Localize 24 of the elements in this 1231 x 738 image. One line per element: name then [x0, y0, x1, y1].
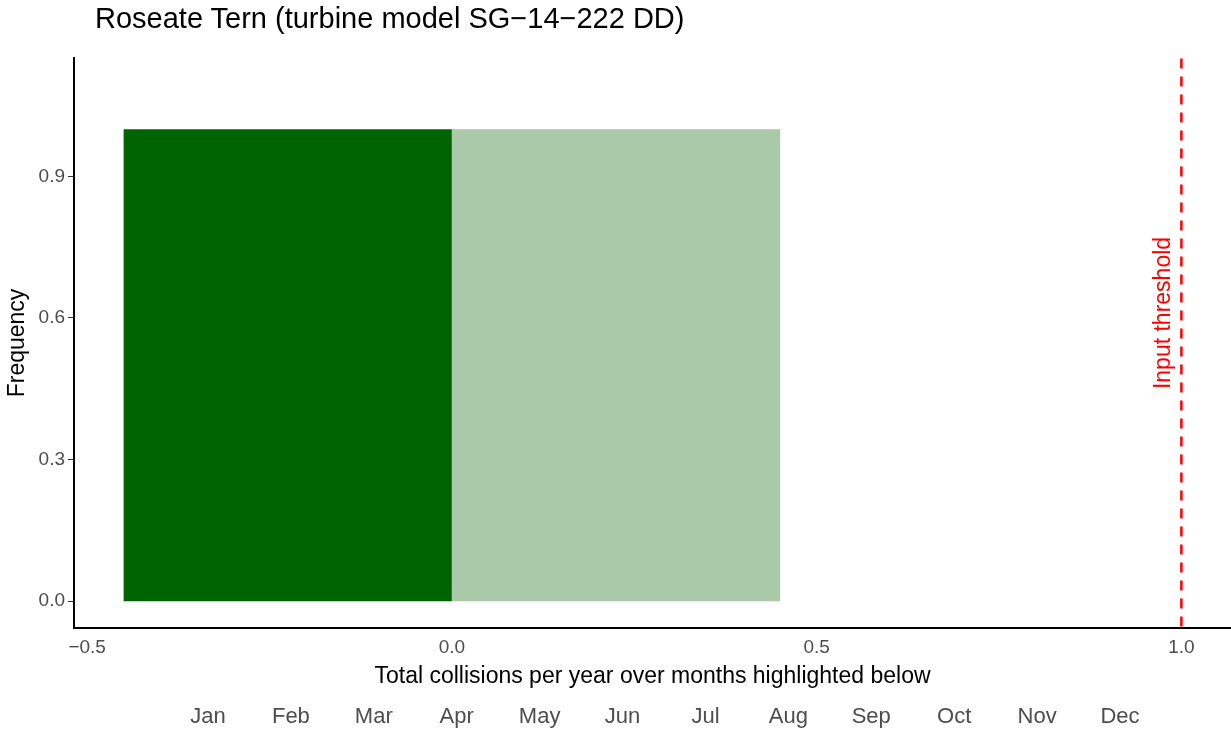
text: Sep [851, 703, 891, 729]
text: Nov [1017, 703, 1057, 729]
text: Dec [1100, 703, 1140, 729]
text: Jun [604, 703, 641, 729]
x-tick-label: 0.0 [438, 636, 466, 658]
y-tick-label: 0.6 [38, 306, 66, 328]
text: Oct [937, 703, 972, 729]
text: May [518, 703, 561, 729]
text: Jan [190, 703, 226, 729]
text: Jul [691, 703, 720, 729]
y-tick-label: 0.9 [38, 164, 66, 186]
x-tick-label: −0.5 [68, 636, 106, 658]
x-tick-label: 0.5 [803, 636, 830, 658]
y-axis-title: Frequency [3, 288, 30, 398]
x-axis-title: Total collisions per year over months highlighted below [374, 661, 931, 688]
text: Feb [271, 703, 310, 729]
text: Aug [768, 703, 808, 729]
y-tick-label: 0.0 [38, 589, 66, 611]
text: Mar [354, 703, 393, 729]
chart-title: Roseate Tern (turbine model SG−14−222 DD) [95, 2, 685, 35]
text: Apr [439, 703, 474, 729]
y-tick-label: 0.3 [38, 447, 66, 469]
x-tick-label: 1.0 [1168, 636, 1195, 658]
ref-line-label: Input threshold [1149, 236, 1176, 390]
